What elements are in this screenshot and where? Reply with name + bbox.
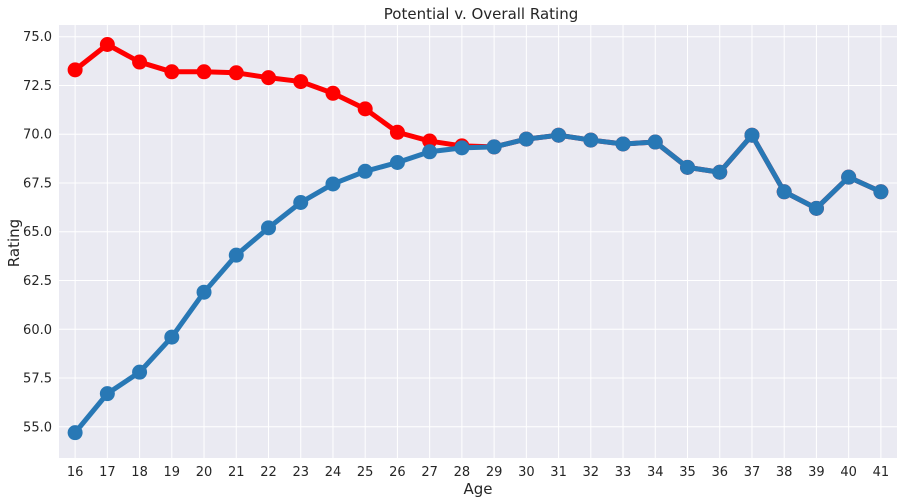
data-point bbox=[196, 64, 212, 80]
data-point bbox=[808, 200, 824, 216]
data-point bbox=[486, 139, 502, 155]
data-point bbox=[518, 131, 534, 147]
x-tick-label: 32 bbox=[583, 465, 600, 480]
data-point bbox=[389, 155, 405, 171]
x-tick-label: 23 bbox=[292, 465, 309, 480]
data-point bbox=[293, 194, 309, 210]
data-point bbox=[357, 163, 373, 179]
x-tick-label: 18 bbox=[131, 465, 148, 480]
data-point bbox=[196, 284, 212, 300]
data-point bbox=[293, 74, 309, 90]
y-tick-label: 65.0 bbox=[23, 225, 52, 240]
x-tick-label: 27 bbox=[421, 465, 438, 480]
data-point bbox=[615, 136, 631, 152]
data-point bbox=[67, 425, 83, 441]
x-tick-label: 25 bbox=[357, 465, 374, 480]
data-point bbox=[551, 127, 567, 143]
x-tick-label: 29 bbox=[486, 465, 503, 480]
x-tick-label: 38 bbox=[776, 465, 793, 480]
chart-title: Potential v. Overall Rating bbox=[384, 5, 578, 23]
x-tick-label: 41 bbox=[873, 465, 890, 480]
data-point bbox=[132, 54, 148, 70]
x-tick-label: 21 bbox=[228, 465, 245, 480]
data-point bbox=[325, 176, 341, 192]
series-layer bbox=[67, 37, 889, 441]
x-tick-label: 40 bbox=[840, 465, 857, 480]
x-axis-label: Age bbox=[463, 480, 492, 498]
data-point bbox=[873, 184, 889, 200]
series-line bbox=[72, 132, 884, 436]
data-point bbox=[680, 159, 695, 175]
data-point bbox=[647, 134, 663, 150]
data-point bbox=[261, 220, 276, 236]
x-tick-label: 33 bbox=[615, 465, 632, 480]
grid bbox=[59, 25, 897, 458]
y-tick-label: 75.0 bbox=[23, 30, 52, 45]
x-tick-label: 19 bbox=[164, 465, 181, 480]
data-point bbox=[357, 101, 373, 117]
series-2 bbox=[67, 127, 889, 441]
y-tick-label: 57.5 bbox=[23, 372, 52, 387]
y-axis-ticks: 55.0 57.5 60.0 62.5 65.0 67.5 70.0 72.5 75.0 bbox=[23, 30, 52, 435]
x-tick-label: 35 bbox=[679, 465, 696, 480]
data-point bbox=[132, 364, 148, 380]
x-tick-label: 31 bbox=[550, 465, 567, 480]
data-point bbox=[164, 329, 180, 345]
data-point bbox=[776, 184, 792, 200]
y-axis-label: Rating bbox=[5, 219, 23, 267]
data-point bbox=[841, 169, 857, 185]
x-tick-label: 26 bbox=[389, 465, 406, 480]
x-tick-label: 34 bbox=[647, 465, 664, 480]
x-tick-label: 17 bbox=[99, 465, 116, 480]
y-tick-label: 72.5 bbox=[23, 79, 52, 94]
data-point bbox=[422, 133, 438, 149]
data-point bbox=[712, 164, 728, 180]
y-tick-label: 55.0 bbox=[23, 420, 52, 435]
y-tick-label: 62.5 bbox=[23, 274, 52, 289]
data-point bbox=[389, 124, 405, 140]
data-point bbox=[164, 64, 180, 80]
data-point bbox=[325, 85, 341, 101]
data-point bbox=[228, 247, 244, 263]
x-tick-label: 24 bbox=[325, 465, 342, 480]
x-axis-ticks: 16 17 18 19 20 21 22 23 24 25 26 27 28 29 30 31 32 33 34 35… bbox=[67, 465, 889, 480]
x-tick-label: 37 bbox=[744, 465, 761, 480]
y-tick-label: 60.0 bbox=[23, 323, 52, 338]
x-tick-label: 28 bbox=[454, 465, 471, 480]
x-tick-label: 16 bbox=[67, 465, 84, 480]
data-point bbox=[228, 65, 244, 81]
x-tick-label: 30 bbox=[518, 465, 535, 480]
x-tick-label: 39 bbox=[808, 465, 825, 480]
y-tick-label: 67.5 bbox=[23, 176, 52, 191]
y-tick-label: 70.0 bbox=[23, 128, 52, 143]
data-point bbox=[261, 70, 276, 86]
data-point bbox=[99, 386, 115, 402]
x-tick-label: 20 bbox=[196, 465, 213, 480]
data-point bbox=[583, 132, 599, 148]
data-point bbox=[454, 140, 470, 156]
data-point bbox=[744, 127, 760, 143]
x-tick-label: 22 bbox=[260, 465, 277, 480]
x-tick-label: 36 bbox=[711, 465, 728, 480]
data-point bbox=[99, 37, 115, 53]
data-point bbox=[67, 62, 83, 78]
data-point bbox=[422, 144, 438, 160]
plot-area bbox=[59, 25, 897, 458]
